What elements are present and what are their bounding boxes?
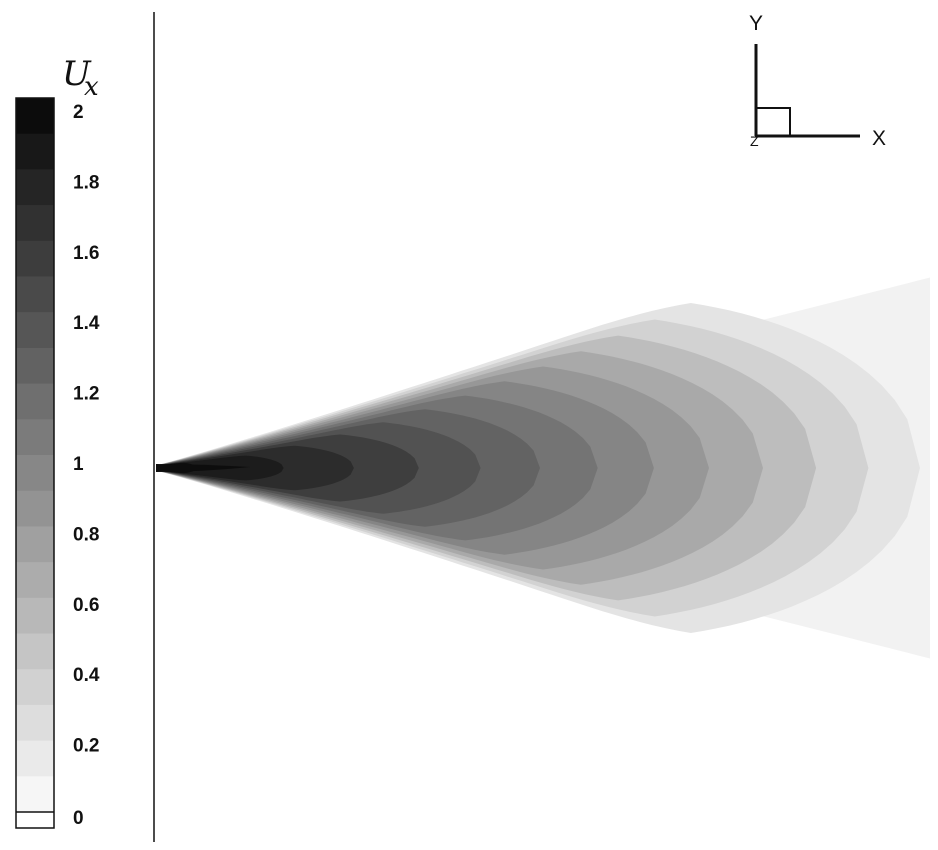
z-axis-label: Z	[750, 133, 759, 149]
legend-band	[16, 740, 54, 777]
legend-tick-label: 1.8	[73, 172, 99, 193]
legend-band	[16, 526, 54, 563]
legend-tick-label: 2	[73, 102, 84, 123]
legend-band	[16, 347, 54, 385]
legend-frame	[15, 97, 55, 829]
legend-band-zero	[16, 812, 54, 828]
legend-tick-label: 0.2	[73, 736, 99, 757]
jet-velocity-contours	[156, 277, 930, 659]
legend-tick-label: 1.4	[73, 313, 100, 334]
legend-tick-label: 0.8	[73, 524, 99, 545]
legend-band	[16, 633, 54, 670]
legend-band	[16, 205, 54, 242]
legend-band	[16, 383, 54, 420]
legend-tick-label: 1.2	[73, 384, 99, 405]
legend-band	[16, 704, 54, 742]
legend-tick-label: 1.6	[73, 243, 99, 264]
legend-band	[16, 562, 54, 599]
legend-band	[16, 490, 54, 527]
y-axis-label: Y	[749, 12, 763, 35]
legend-band	[16, 597, 54, 635]
legend-band	[16, 776, 54, 813]
legend-band	[16, 312, 54, 349]
legend-band	[16, 669, 54, 706]
axes-triad: Y X Z	[749, 12, 886, 150]
legend-tick-label: 0.6	[73, 595, 99, 616]
legend-band	[16, 98, 54, 135]
legend-color-bar	[16, 98, 54, 828]
legend-band	[16, 133, 54, 170]
x-axis-label: X	[872, 127, 886, 150]
legend-band	[16, 455, 54, 492]
legend-band	[16, 276, 54, 313]
legend-tick-label: 0	[73, 808, 84, 829]
legend-title: U	[62, 54, 92, 94]
legend-tick-label: 1	[73, 454, 84, 475]
legend-band	[16, 240, 54, 278]
jet-inlet-core	[156, 464, 250, 472]
legend-tick-labels: 2 1.8 1.6 1.4 1.2 1 0.8 0.6 0.4 0.2 0	[73, 102, 100, 829]
legend-band	[16, 419, 54, 456]
axes-corner-box	[755, 107, 791, 137]
legend-title-subscript: x	[84, 72, 99, 102]
legend-band	[16, 169, 54, 206]
legend-tick-label: 0.4	[73, 665, 100, 686]
